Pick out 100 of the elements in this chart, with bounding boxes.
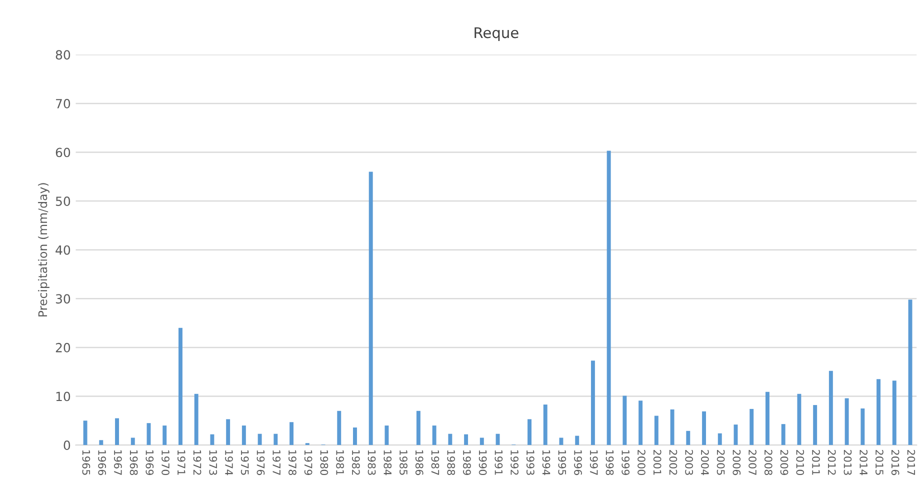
bar <box>353 427 357 446</box>
y-tick-label: 10 <box>56 392 70 402</box>
bar <box>448 434 452 446</box>
x-tick-label: 1988 <box>447 450 456 476</box>
x-tick-label: 1989 <box>463 450 471 475</box>
y-tick-label: 60 <box>56 148 70 158</box>
x-tick-label: 1978 <box>288 450 296 476</box>
x-tick-label: 1966 <box>98 450 106 476</box>
x-tick-label: 1992 <box>510 450 518 475</box>
y-axis-title: Precipitation (mm/day) <box>38 183 50 316</box>
bar <box>210 434 214 446</box>
bar <box>337 410 342 446</box>
x-tick-label: 2003 <box>685 450 694 475</box>
chart-title: Reque <box>474 27 518 42</box>
x-tick-label: 1979 <box>304 450 312 475</box>
x-tick-label: 1995 <box>558 450 566 475</box>
bar <box>654 416 658 446</box>
bar <box>83 420 88 446</box>
y-tick-label: 70 <box>56 98 70 108</box>
bar <box>115 418 119 446</box>
bar <box>496 434 500 446</box>
x-tick-label: 1983 <box>368 450 376 475</box>
bar <box>242 426 246 446</box>
x-tick-label: 1972 <box>193 450 202 475</box>
x-tick-label: 1980 <box>320 450 328 476</box>
x-tick-label: 1993 <box>526 450 534 475</box>
bar <box>575 436 580 446</box>
x-tick-label: 1970 <box>162 450 170 476</box>
bar <box>559 438 564 446</box>
bar <box>750 408 754 446</box>
bar <box>860 408 865 446</box>
x-tick-label: 1968 <box>130 450 138 476</box>
bar <box>290 422 294 446</box>
bar <box>226 419 230 446</box>
bar <box>638 400 643 446</box>
bar <box>781 424 786 446</box>
y-tick-label: 50 <box>56 196 70 206</box>
x-tick-label: 1985 <box>400 450 408 475</box>
x-tick-label: 1965 <box>82 450 90 475</box>
x-tick-label: 2001 <box>653 450 662 475</box>
bar <box>480 438 484 446</box>
bar <box>702 411 706 446</box>
bar <box>670 409 674 446</box>
bar <box>99 440 104 446</box>
bar <box>606 150 611 446</box>
x-tick-label: 1981 <box>336 450 344 475</box>
bar <box>892 380 896 446</box>
x-tick-label: 2007 <box>748 450 756 475</box>
x-tick-label: 1976 <box>256 450 265 476</box>
bar <box>543 404 548 446</box>
x-tick-label: 2004 <box>700 450 709 476</box>
x-tick-label: 1967 <box>114 450 122 475</box>
x-tick-label: 1996 <box>574 450 582 476</box>
x-tick-label: 1986 <box>415 450 424 476</box>
bar <box>528 419 532 446</box>
x-tick-label: 2013 <box>844 450 852 475</box>
x-tick-label: 1974 <box>225 450 233 476</box>
bar <box>368 172 373 446</box>
bar <box>718 433 722 446</box>
y-tick-label: 30 <box>56 294 70 304</box>
x-tick-label: 1977 <box>272 450 281 475</box>
x-tick-label: 1999 <box>622 450 630 475</box>
bar <box>384 426 389 446</box>
x-tick-label: 2000 <box>638 450 646 476</box>
x-tick-label: 1991 <box>494 450 503 475</box>
x-tick-label: 1984 <box>384 450 392 476</box>
bar <box>590 360 595 446</box>
y-tick-label: 80 <box>56 50 70 60</box>
bar <box>258 434 262 446</box>
x-tick-label: 1969 <box>146 450 154 475</box>
x-tick-label: 2016 <box>891 450 900 476</box>
bar <box>765 392 770 446</box>
y-tick-label: 20 <box>56 342 70 352</box>
y-tick-label: 40 <box>56 245 70 255</box>
bar <box>797 394 802 446</box>
x-tick-label: 1990 <box>478 450 487 476</box>
bar <box>130 438 135 446</box>
bar <box>828 370 833 446</box>
x-tick-label: 1973 <box>209 450 218 475</box>
x-tick-label: 1987 <box>431 450 440 475</box>
bar <box>813 405 818 446</box>
bar <box>686 430 690 446</box>
bar <box>876 379 881 446</box>
bar <box>274 434 278 446</box>
bar <box>464 434 468 446</box>
bar <box>844 398 849 446</box>
x-tick-label: 2012 <box>828 450 836 475</box>
x-tick-label: 2017 <box>907 450 916 475</box>
bar <box>416 410 420 446</box>
x-tick-label: 2011 <box>812 450 820 475</box>
x-tick-label: 2008 <box>764 450 772 476</box>
x-tick-label: 1994 <box>542 450 550 476</box>
x-tick-label: 2009 <box>780 450 788 475</box>
x-tick-label: 2015 <box>876 450 884 475</box>
bar <box>194 394 198 446</box>
x-tick-label: 2002 <box>669 450 678 475</box>
y-tick-label: 0 <box>64 440 70 450</box>
x-tick-label: 1982 <box>352 450 360 475</box>
x-tick-label: 2014 <box>860 450 868 476</box>
x-tick-label: 1971 <box>177 450 186 475</box>
